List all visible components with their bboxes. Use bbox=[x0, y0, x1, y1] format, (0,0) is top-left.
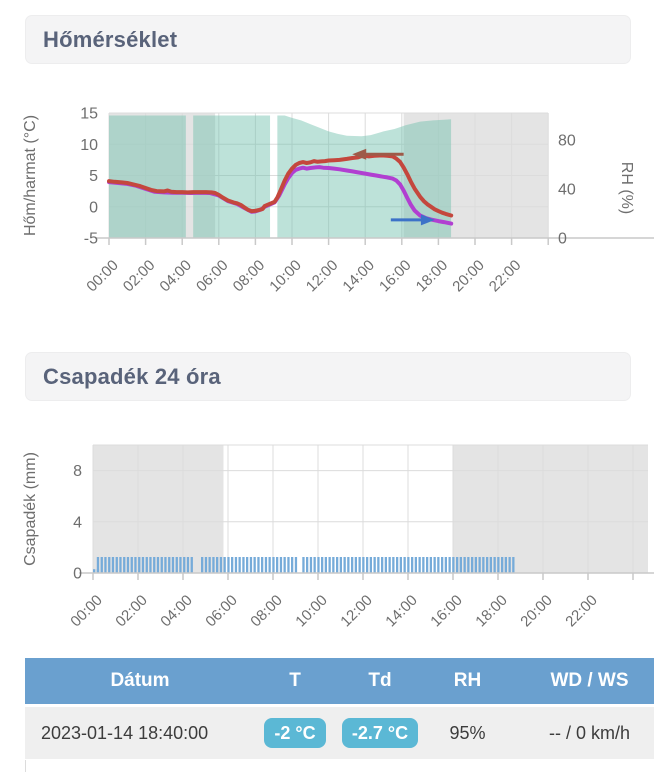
svg-text:8: 8 bbox=[73, 463, 82, 480]
col-header-date: Dátum bbox=[110, 670, 170, 691]
svg-text:20:00: 20:00 bbox=[449, 257, 488, 296]
cell-date: 2023-01-14 18:40:00 bbox=[41, 722, 209, 743]
y-axis-left-title: Hőm/harmat (°C) bbox=[22, 115, 39, 236]
section-title-precipitation-label: Csapadék 24 óra bbox=[43, 363, 221, 389]
svg-text:22:00: 22:00 bbox=[562, 592, 601, 631]
svg-text:0: 0 bbox=[89, 199, 98, 216]
svg-text:04:00: 04:00 bbox=[156, 257, 195, 296]
y-axis-right-title: RH (%) bbox=[618, 162, 635, 214]
svg-text:08:00: 08:00 bbox=[230, 257, 269, 296]
svg-text:00:00: 00:00 bbox=[67, 592, 106, 631]
max-temp-arrow bbox=[352, 148, 404, 160]
svg-text:22:00: 22:00 bbox=[486, 257, 525, 296]
col-header-dewpoint: Td bbox=[368, 670, 392, 691]
svg-text:14:00: 14:00 bbox=[382, 592, 421, 631]
svg-text:-5: -5 bbox=[84, 231, 98, 248]
y-axis-title: Csapadék (mm) bbox=[22, 452, 39, 566]
dewpoint-badge: -2.7 °C bbox=[341, 718, 419, 748]
col-header-humidity: RH bbox=[453, 670, 482, 691]
svg-text:16:00: 16:00 bbox=[376, 257, 415, 296]
cell-humidity: 95% bbox=[449, 722, 486, 743]
relative-humidity-area bbox=[109, 115, 452, 238]
svg-text:15: 15 bbox=[80, 106, 98, 123]
svg-text:40: 40 bbox=[558, 182, 576, 199]
temperature-badge: -2 °C bbox=[264, 718, 326, 748]
svg-text:0: 0 bbox=[558, 231, 567, 248]
temperature-line bbox=[107, 153, 454, 218]
svg-text:10:00: 10:00 bbox=[292, 592, 331, 631]
y-axis-left-labels: 15 10 5 0 -5 bbox=[80, 106, 98, 248]
svg-text:06:00: 06:00 bbox=[193, 257, 232, 296]
col-header-temperature: T bbox=[289, 670, 301, 691]
y-axis-labels: 8 4 0 bbox=[73, 463, 82, 582]
x-axis-labels: 00:0002:0004:0006:0008:0010:0012:0014:00… bbox=[83, 257, 524, 296]
temperature-chart: 15 10 5 0 -5 80 40 0 Hőm/harmat (°C) RH (%) 00:00 0… bbox=[0, 88, 654, 318]
svg-text:5: 5 bbox=[89, 168, 98, 185]
svg-text:06:00: 06:00 bbox=[202, 592, 241, 631]
section-title-temperature-label: Hőmérséklet bbox=[43, 26, 178, 52]
svg-text:0: 0 bbox=[73, 566, 82, 583]
svg-text:80: 80 bbox=[558, 133, 576, 150]
cell-temperature: -2 °C bbox=[255, 718, 335, 748]
y-axis-right-labels: 80 40 0 bbox=[558, 133, 576, 248]
observations-table: Dátum T Td RH WD / WS 2023-01-14 18:40:0… bbox=[25, 658, 654, 772]
table-header-row: Dátum T Td RH WD / WS bbox=[25, 658, 654, 704]
col-header-wind: WD / WS bbox=[550, 670, 629, 691]
svg-text:16:00: 16:00 bbox=[427, 592, 466, 631]
svg-text:08:00: 08:00 bbox=[247, 592, 286, 631]
svg-text:04:00: 04:00 bbox=[157, 592, 196, 631]
precipitation-chart: 8 4 0 Csapadék (mm) 00:00 02:00 04:00 06:00 08:0… bbox=[0, 423, 654, 658]
section-title-precipitation: Csapadék 24 óra bbox=[25, 352, 631, 401]
svg-text:14:00: 14:00 bbox=[339, 257, 378, 296]
table-next-row-stub bbox=[25, 760, 654, 772]
svg-text:18:00: 18:00 bbox=[413, 257, 452, 296]
section-title-temperature: Hőmérséklet bbox=[25, 15, 631, 64]
svg-text:12:00: 12:00 bbox=[337, 592, 376, 631]
precipitation-bars bbox=[93, 557, 515, 573]
gray-band bbox=[93, 445, 224, 573]
cell-dewpoint: -2.7 °C bbox=[335, 718, 425, 748]
svg-text:10:00: 10:00 bbox=[266, 257, 305, 296]
svg-text:4: 4 bbox=[73, 514, 82, 531]
svg-text:02:00: 02:00 bbox=[120, 257, 159, 296]
current-temp-arrow bbox=[390, 214, 435, 226]
gray-band bbox=[453, 445, 648, 573]
svg-text:12:00: 12:00 bbox=[303, 257, 342, 296]
svg-text:18:00: 18:00 bbox=[472, 592, 511, 631]
table-row: 2023-01-14 18:40:00 -2 °C -2.7 °C 95% --… bbox=[25, 707, 654, 759]
cell-wind: -- / 0 km/h bbox=[548, 722, 630, 743]
svg-text:00:00: 00:00 bbox=[83, 257, 122, 296]
svg-text:10: 10 bbox=[80, 137, 98, 154]
svg-text:20:00: 20:00 bbox=[517, 592, 556, 631]
svg-text:02:00: 02:00 bbox=[112, 592, 151, 631]
